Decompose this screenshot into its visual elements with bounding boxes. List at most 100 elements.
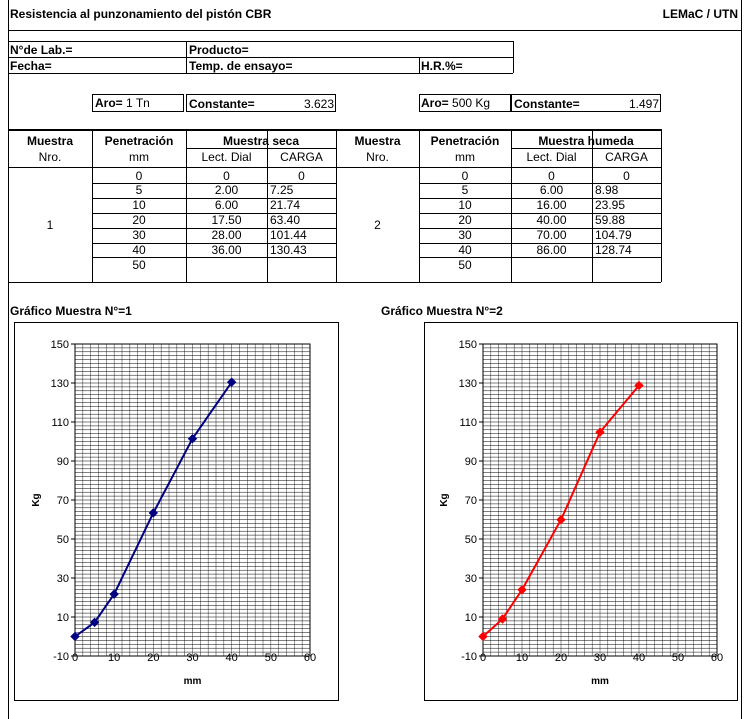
y-tick-label: 70 bbox=[57, 495, 69, 507]
table-header-cell: Lect. Dial bbox=[511, 150, 592, 164]
table-header-cell: Muestra bbox=[8, 134, 92, 148]
penetracion-cell: 50 bbox=[92, 258, 186, 272]
x-tick-label: 10 bbox=[516, 652, 528, 664]
x-tick-label: 0 bbox=[480, 652, 486, 664]
carga-cell: 63.40 bbox=[270, 213, 300, 227]
lect-dial-cell: 6.00 bbox=[186, 198, 267, 212]
y-tick-label: 150 bbox=[459, 339, 477, 351]
carga-cell: 59.88 bbox=[595, 213, 625, 227]
aro2-field: Aro= 500 Kg bbox=[421, 96, 490, 110]
fecha-label: Fecha= bbox=[10, 59, 52, 73]
y-tick-label: -10 bbox=[461, 651, 477, 663]
lect-dial-cell: 40.00 bbox=[511, 213, 592, 227]
const2-value: 1.497 bbox=[629, 97, 659, 111]
table-rule-bottom bbox=[8, 282, 661, 283]
producto-label: Producto= bbox=[189, 43, 249, 57]
title-underline bbox=[8, 30, 742, 31]
muestra-2-nro: 2 bbox=[336, 218, 419, 232]
lect-dial-cell: 0 bbox=[186, 169, 267, 183]
x-tick-label: 0 bbox=[72, 652, 78, 664]
lect-dial-cell: 17.50 bbox=[186, 213, 267, 227]
x-tick-label: 10 bbox=[108, 652, 120, 664]
y-tick-label: 30 bbox=[57, 573, 69, 585]
org-label: LEMaC / UTN bbox=[663, 7, 738, 21]
carga-cell: 104.79 bbox=[595, 228, 632, 242]
y-tick-label: 130 bbox=[51, 378, 69, 390]
y-tick-label: 90 bbox=[465, 456, 477, 468]
carga-cell: 8.98 bbox=[595, 183, 618, 197]
penetracion-cell: 10 bbox=[419, 198, 511, 212]
y-tick-label: 10 bbox=[465, 612, 477, 624]
y-tick-label: 10 bbox=[57, 612, 69, 624]
penetracion-cell: 40 bbox=[92, 243, 186, 257]
y-tick-label: -10 bbox=[53, 651, 69, 663]
lect-dial-cell: 6.00 bbox=[511, 183, 592, 197]
chart-left-frame: -10 10 30 50 70 90 110 130 150 0 10 20 30 40 50 60 mm Kg bbox=[14, 322, 339, 701]
table-header-cell: Muestra seca bbox=[186, 134, 336, 148]
const2-label: Constante= bbox=[514, 97, 580, 111]
carga-cell: 0 bbox=[592, 169, 661, 183]
x-tick-label: 50 bbox=[265, 652, 277, 664]
aro1-field: Aro= 1 Tn bbox=[95, 96, 150, 110]
penetracion-cell: 40 bbox=[419, 243, 511, 257]
table-header-cell: mm bbox=[92, 150, 186, 164]
penetracion-cell: 30 bbox=[419, 228, 511, 242]
x-tick-label: 60 bbox=[711, 652, 723, 664]
x-axis-label: mm bbox=[591, 676, 609, 687]
info-rule-top bbox=[8, 41, 513, 42]
y-tick-label: 110 bbox=[459, 417, 477, 429]
penetracion-cell: 20 bbox=[419, 213, 511, 227]
lect-dial-cell: 36.00 bbox=[186, 243, 267, 257]
x-tick-label: 60 bbox=[304, 652, 316, 664]
penetracion-cell: 0 bbox=[419, 169, 511, 183]
table-header-cell: Penetración bbox=[419, 134, 511, 148]
lect-dial-cell: 16.00 bbox=[511, 198, 592, 212]
x-tick-label: 30 bbox=[186, 652, 198, 664]
penetracion-cell: 5 bbox=[92, 183, 186, 197]
table-header-cell: Muestra bbox=[336, 134, 419, 148]
table-header-cell: mm bbox=[419, 150, 511, 164]
y-tick-label: 50 bbox=[465, 534, 477, 546]
table-rule-sub-left bbox=[186, 148, 336, 149]
y-tick-label: 130 bbox=[459, 378, 477, 390]
table-header-cell: Nro. bbox=[8, 150, 92, 164]
carga-cell: 7.25 bbox=[270, 183, 293, 197]
carga-cell: 0 bbox=[267, 169, 336, 183]
table-rule-top bbox=[8, 129, 661, 131]
carga-cell: 101.44 bbox=[270, 228, 307, 242]
x-tick-label: 20 bbox=[147, 652, 159, 664]
table-header-cell: Lect. Dial bbox=[186, 150, 267, 164]
chart-right-title: Gráfico Muestra N°=2 bbox=[381, 304, 503, 318]
sheet-title: Resistencia al punzonamiento del pistón … bbox=[10, 7, 271, 21]
aro1-value: 1 Tn bbox=[126, 96, 150, 110]
data-point-marker bbox=[557, 516, 565, 524]
info-divider-2 bbox=[419, 57, 420, 73]
aro1-label: Aro= bbox=[95, 96, 123, 110]
lect-dial-cell: 2.00 bbox=[186, 183, 267, 197]
lect-dial-cell: 70.00 bbox=[511, 228, 592, 242]
y-tick-label: 30 bbox=[465, 573, 477, 585]
chart-right-frame: -10 10 30 50 70 90 110 130 150 0 10 20 30 40 50 60 mm Kg bbox=[424, 322, 738, 701]
y-tick-label: 50 bbox=[57, 534, 69, 546]
y-tick-label: 90 bbox=[57, 456, 69, 468]
y-tick-label: 150 bbox=[51, 339, 69, 351]
const1-label: Constante= bbox=[189, 97, 255, 111]
penetracion-cell: 50 bbox=[419, 258, 511, 272]
temp-label: Temp. de ensayo= bbox=[189, 59, 292, 73]
table-col-divider bbox=[661, 129, 662, 282]
info-divider-1 bbox=[186, 41, 187, 73]
carga-cell: 21.74 bbox=[270, 198, 300, 212]
chart-left: -10 10 30 50 70 90 110 130 150 0 10 20 30 40 50 60 mm Kg bbox=[15, 323, 338, 700]
muestra-1-nro: 1 bbox=[8, 218, 92, 232]
chart-right: -1010305070901101301500 10 20 30 40 50 60mmKg bbox=[425, 323, 737, 700]
aro2-value: 500 Kg bbox=[452, 96, 490, 110]
lect-dial-cell: 0 bbox=[511, 169, 592, 183]
lect-dial-cell: 28.00 bbox=[186, 228, 267, 242]
penetracion-cell: 30 bbox=[92, 228, 186, 242]
table-header-cell: CARGA bbox=[592, 150, 661, 164]
x-tick-label: 40 bbox=[226, 652, 238, 664]
x-tick-label: 30 bbox=[594, 652, 606, 664]
aro2-label: Aro= bbox=[421, 96, 449, 110]
y-axis-label: Kg bbox=[439, 493, 450, 506]
table-header-cell: Nro. bbox=[336, 150, 419, 164]
